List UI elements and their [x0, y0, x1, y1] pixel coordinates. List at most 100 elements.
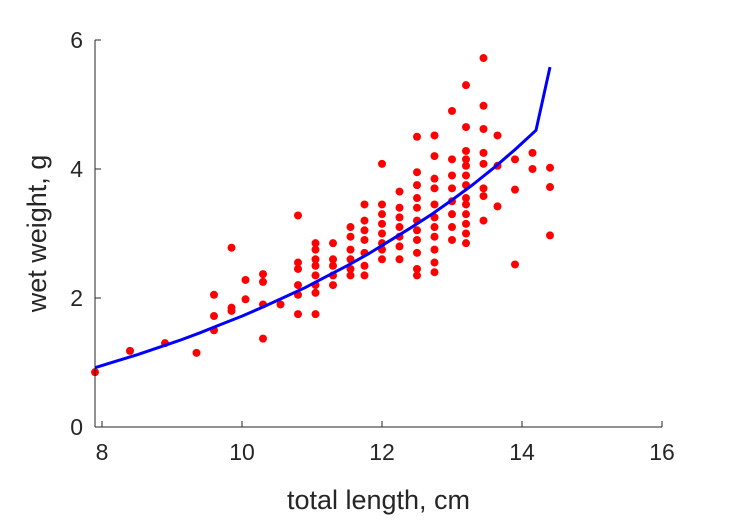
x-axis-ticks: 8 10 12 14 16 [96, 421, 675, 465]
data-point [462, 155, 470, 164]
data-point [276, 300, 285, 309]
data-point [360, 216, 369, 225]
data-point [311, 239, 320, 248]
data-point [462, 161, 470, 170]
data-point [360, 200, 369, 209]
data-point [227, 243, 236, 252]
data-point [479, 54, 488, 63]
data-point [448, 235, 456, 244]
y-axis-label: wet weight, g [22, 155, 52, 314]
data-point [241, 295, 250, 304]
data-point [448, 223, 456, 232]
data-point [227, 306, 236, 315]
data-point [430, 184, 439, 193]
data-point [311, 261, 320, 270]
data-point [528, 165, 537, 173]
y-tick-label: 2 [70, 285, 83, 311]
data-point [346, 264, 355, 273]
data-point [329, 239, 337, 248]
data-point [546, 163, 554, 172]
data-point [311, 245, 320, 254]
data-point [462, 194, 470, 203]
data-point [259, 277, 267, 286]
data-point [259, 334, 267, 343]
data-point [294, 264, 302, 273]
plot-marks [91, 54, 554, 377]
data-point [395, 242, 404, 251]
data-point [360, 261, 369, 270]
data-point [311, 255, 320, 264]
x-axis-label: total length, cm [287, 485, 470, 515]
data-point [329, 281, 337, 290]
axes: 8 10 12 14 16 0 2 4 6 [70, 27, 675, 465]
data-point [311, 288, 320, 297]
y-tick-label: 0 [70, 414, 83, 440]
data-point [395, 223, 404, 232]
data-point [360, 271, 369, 280]
data-point [479, 125, 488, 134]
data-point [479, 216, 488, 225]
data-point [448, 155, 456, 164]
x-tick-label: 10 [229, 439, 255, 465]
data-point [462, 210, 470, 219]
data-point [511, 155, 519, 164]
data-point [430, 232, 439, 241]
data-point [430, 131, 439, 140]
data-point [448, 210, 456, 219]
data-point [395, 255, 404, 264]
data-point [413, 248, 421, 257]
data-point [462, 239, 470, 248]
data-point [430, 268, 439, 277]
x-tick-label: 16 [649, 439, 675, 465]
x-tick-label: 12 [369, 439, 395, 465]
data-point [259, 270, 267, 279]
data-point [346, 271, 355, 280]
y-tick-label: 6 [70, 27, 83, 53]
data-point [448, 184, 456, 193]
data-point [462, 123, 470, 132]
data-point [413, 235, 421, 244]
data-point [294, 281, 302, 290]
data-point [329, 255, 337, 264]
data-point [430, 245, 439, 254]
data-point [430, 223, 439, 232]
data-point [462, 81, 470, 90]
data-point [413, 203, 421, 212]
data-point [493, 202, 502, 211]
data-point [462, 229, 470, 238]
data-point [479, 184, 488, 193]
data-point [395, 203, 404, 212]
data-point [346, 245, 355, 254]
data-point [493, 131, 502, 140]
data-point [413, 181, 421, 190]
x-tick-label: 14 [509, 439, 535, 465]
data-point [378, 219, 386, 228]
data-point [378, 210, 386, 219]
data-point [378, 255, 386, 264]
data-point [413, 264, 421, 273]
y-tick-label: 4 [70, 156, 83, 182]
data-point [413, 132, 421, 141]
data-point [479, 159, 488, 168]
data-point [462, 171, 470, 180]
data-point [448, 171, 456, 180]
data-point [511, 185, 519, 194]
scatter-series [91, 54, 554, 377]
data-point [462, 200, 470, 209]
data-point [430, 174, 439, 183]
data-point [294, 310, 302, 319]
data-point [378, 159, 386, 168]
data-point [311, 310, 320, 319]
data-point [210, 290, 218, 299]
data-point [413, 271, 421, 280]
data-point [413, 194, 421, 203]
data-point [479, 148, 488, 157]
x-tick-label: 8 [96, 439, 109, 465]
data-point [546, 231, 554, 240]
data-point [479, 101, 488, 110]
data-point [378, 229, 386, 238]
data-point [346, 223, 355, 232]
data-point [462, 219, 470, 228]
data-point [294, 258, 302, 267]
data-point [448, 106, 456, 115]
